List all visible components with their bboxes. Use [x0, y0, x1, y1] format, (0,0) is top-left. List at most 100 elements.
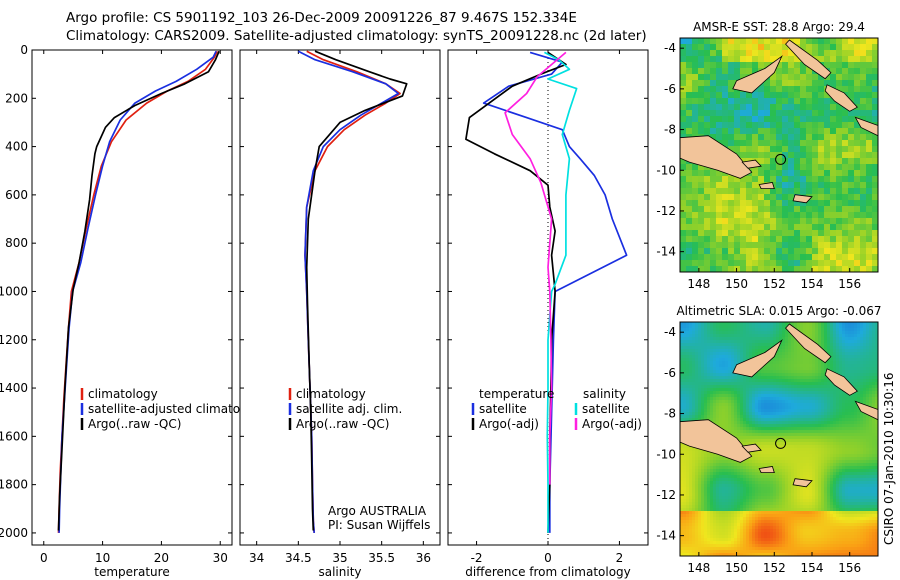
map-cell [728, 352, 732, 356]
map-cell [692, 355, 696, 359]
map-cell [833, 451, 837, 455]
map-cell [734, 74, 741, 81]
map-cell [776, 134, 783, 141]
map-cell [782, 370, 786, 374]
map-cell [692, 182, 699, 189]
map-cell [830, 68, 837, 75]
map-cell [803, 388, 807, 392]
map-cell [692, 379, 696, 383]
map-cell [731, 424, 735, 428]
map-cell [803, 361, 807, 365]
map-cell [806, 460, 810, 464]
map-cell [824, 92, 831, 99]
map-cell [845, 355, 849, 359]
map-cell [806, 418, 810, 422]
map-cell [713, 337, 717, 341]
map-cell [776, 158, 783, 165]
map-cell [728, 427, 732, 431]
map-cell [788, 116, 795, 123]
map-cell [767, 436, 771, 440]
map-cell [713, 376, 717, 380]
map-cell [857, 460, 861, 464]
map-cell [716, 331, 720, 335]
map-cell [749, 451, 753, 455]
map-cell [860, 415, 864, 419]
map-cell [860, 469, 864, 473]
map-cell [860, 391, 864, 395]
map-cell [743, 349, 747, 353]
map-cell [752, 230, 759, 237]
map-cell [710, 128, 717, 135]
map-cell [812, 442, 816, 446]
y-tick-label: -12 [656, 204, 676, 218]
map-cell [764, 460, 768, 464]
map-cell [746, 343, 750, 347]
map-cell [875, 391, 879, 395]
map-cell [731, 355, 735, 359]
map-cell [803, 358, 807, 362]
map-cell [842, 358, 846, 362]
map-cell [764, 430, 768, 434]
map-cell [809, 418, 813, 422]
map-cell [716, 254, 723, 261]
map-cell [686, 328, 690, 332]
map-cell [722, 400, 726, 404]
map-cell [782, 469, 786, 473]
map-cell [710, 134, 717, 141]
map-cell [710, 376, 714, 380]
map-cell [683, 388, 687, 392]
map-cell [812, 236, 819, 243]
map-cell [752, 412, 756, 416]
map-cell [764, 442, 768, 446]
map-cell [845, 367, 849, 371]
map-cell [728, 200, 735, 207]
map-cell [755, 388, 759, 392]
map-cell [875, 346, 879, 350]
map-cell [737, 352, 741, 356]
map-cell [737, 409, 741, 413]
map-cell [695, 397, 699, 401]
map-cell [740, 409, 744, 413]
map-cell [830, 152, 837, 159]
map-cell [866, 388, 870, 392]
map-cell [749, 337, 753, 341]
land-mass [732, 55, 783, 94]
map-cell [815, 325, 819, 329]
map-cell [809, 400, 813, 404]
map-cell [836, 266, 843, 273]
map-cell [680, 475, 684, 479]
map-cell [863, 349, 867, 353]
map-cell [857, 442, 861, 446]
map-cell [683, 400, 687, 404]
map-cell [779, 364, 783, 368]
map-cell [728, 254, 735, 261]
map-cell [851, 361, 855, 365]
map-cell [734, 373, 738, 377]
map-cell [875, 469, 879, 473]
map-cell [806, 355, 810, 359]
map-cell [755, 403, 759, 407]
map-cell [854, 448, 858, 452]
map-cell [827, 418, 831, 422]
map-cell [875, 445, 879, 449]
y-tick-label: -8 [664, 123, 676, 137]
map-cell [818, 391, 822, 395]
map-cell [809, 463, 813, 467]
map-cell [785, 469, 789, 473]
map-cell [734, 50, 741, 57]
map-cell [755, 334, 759, 338]
map-cell [695, 460, 699, 464]
map-cell [692, 122, 699, 129]
map-cell [764, 206, 771, 213]
map-cell [824, 128, 831, 135]
map-cell [800, 385, 804, 389]
map-cell [854, 454, 858, 458]
map-cell [782, 56, 789, 63]
map-cell [872, 433, 876, 437]
map-cell [728, 370, 732, 374]
map-cell [824, 254, 831, 261]
map-cell [785, 373, 789, 377]
map-cell [716, 182, 723, 189]
map-cell [830, 412, 834, 416]
map-cell [851, 322, 855, 326]
